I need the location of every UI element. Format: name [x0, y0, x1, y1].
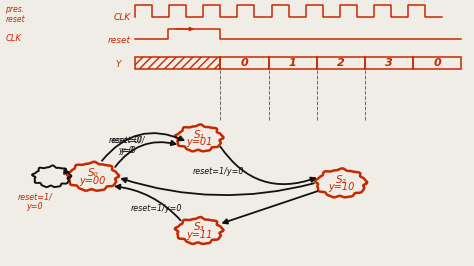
Text: reset=1/
y=0: reset=1/ y=0 — [17, 192, 52, 211]
Bar — [220, 57, 269, 69]
Text: 2: 2 — [337, 58, 345, 68]
Text: reset=0/
y=0: reset=0/ y=0 — [109, 135, 143, 155]
Text: reset: reset — [5, 15, 25, 24]
Text: S₀: S₀ — [88, 168, 98, 178]
Bar — [413, 57, 462, 69]
Text: 1: 1 — [289, 58, 297, 68]
Bar — [269, 57, 317, 69]
Text: y=11: y=11 — [186, 230, 212, 240]
Text: S₃: S₃ — [194, 222, 205, 232]
Text: y=01: y=01 — [186, 137, 212, 147]
Text: reset: reset — [108, 36, 131, 45]
Text: CLK: CLK — [114, 13, 131, 22]
Text: y=10: y=10 — [328, 182, 354, 192]
Bar — [365, 57, 413, 69]
Text: 0: 0 — [241, 58, 248, 68]
Text: CLK: CLK — [5, 34, 21, 43]
Text: pres.: pres. — [5, 5, 25, 14]
Text: S₂: S₂ — [336, 175, 346, 185]
Text: S₁: S₁ — [194, 130, 205, 140]
Bar — [136, 57, 220, 69]
Text: 0: 0 — [434, 58, 441, 68]
Bar — [317, 57, 365, 69]
Text: Y: Y — [116, 60, 121, 69]
Text: y=00: y=00 — [80, 176, 106, 186]
Text: 3: 3 — [385, 58, 393, 68]
Text: reset=0/
y=0: reset=0/ y=0 — [111, 135, 145, 155]
Text: reset=1/y=0: reset=1/y=0 — [192, 167, 244, 176]
Text: reset=1/y=0: reset=1/y=0 — [131, 204, 182, 213]
